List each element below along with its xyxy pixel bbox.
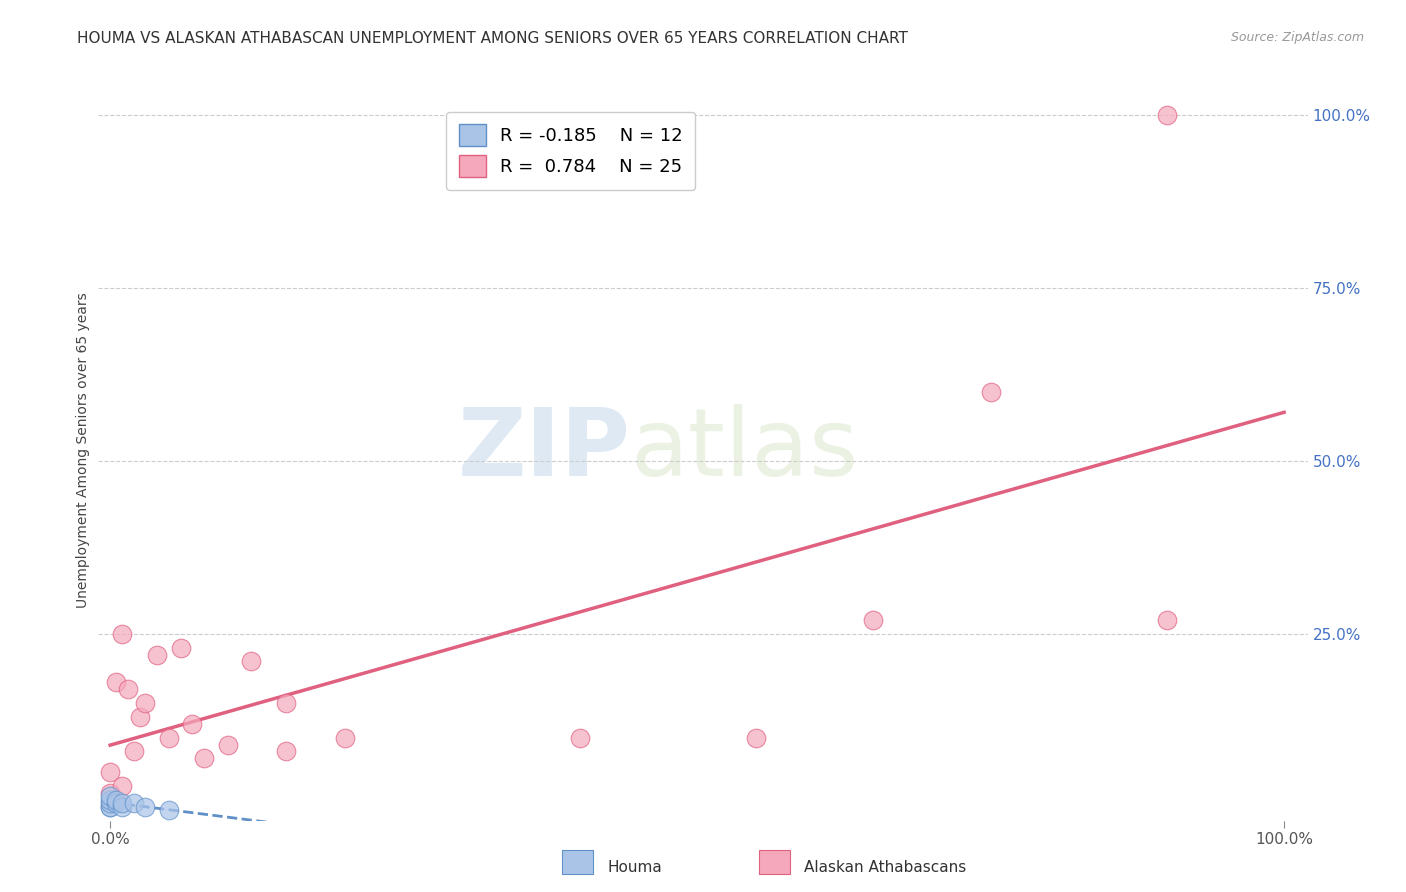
Point — [146, 648, 169, 662]
Text: Source: ZipAtlas.com: Source: ZipAtlas.com — [1230, 31, 1364, 45]
Point — [98, 799, 121, 814]
Legend: R = -0.185    N = 12, R =  0.784    N = 25: R = -0.185 N = 12, R = 0.784 N = 25 — [446, 112, 696, 190]
Point — [157, 731, 180, 745]
Point — [117, 682, 139, 697]
Text: HOUMA VS ALASKAN ATHABASCAN UNEMPLOYMENT AMONG SENIORS OVER 65 YEARS CORRELATION: HOUMA VS ALASKAN ATHABASCAN UNEMPLOYMENT… — [77, 31, 908, 46]
Point — [240, 655, 263, 669]
Point — [105, 675, 128, 690]
Point — [1156, 108, 1178, 122]
Point — [111, 797, 134, 811]
Text: Houma: Houma — [607, 860, 662, 874]
Point — [98, 797, 121, 811]
Point — [134, 799, 156, 814]
Point — [105, 797, 128, 811]
Point — [111, 627, 134, 641]
Point — [134, 696, 156, 710]
Point — [745, 731, 768, 745]
Point — [862, 613, 884, 627]
Point — [122, 797, 145, 811]
Y-axis label: Unemployment Among Seniors over 65 years: Unemployment Among Seniors over 65 years — [76, 293, 90, 608]
Point — [1156, 613, 1178, 627]
Point — [193, 751, 215, 765]
Point — [276, 696, 298, 710]
Point — [157, 803, 180, 817]
Point — [128, 710, 150, 724]
Point — [980, 384, 1002, 399]
Point — [111, 799, 134, 814]
Point — [98, 786, 121, 800]
Point — [98, 765, 121, 780]
Text: atlas: atlas — [630, 404, 859, 497]
Point — [169, 640, 191, 655]
Point — [98, 793, 121, 807]
Point — [111, 779, 134, 793]
Text: Alaskan Athabascans: Alaskan Athabascans — [804, 860, 966, 874]
Point — [122, 744, 145, 758]
Point — [181, 716, 204, 731]
Point — [98, 799, 121, 814]
Point — [333, 731, 356, 745]
Point — [217, 738, 239, 752]
Point — [105, 793, 128, 807]
Point — [568, 731, 591, 745]
Point — [98, 789, 121, 804]
Text: ZIP: ZIP — [457, 404, 630, 497]
Point — [276, 744, 298, 758]
